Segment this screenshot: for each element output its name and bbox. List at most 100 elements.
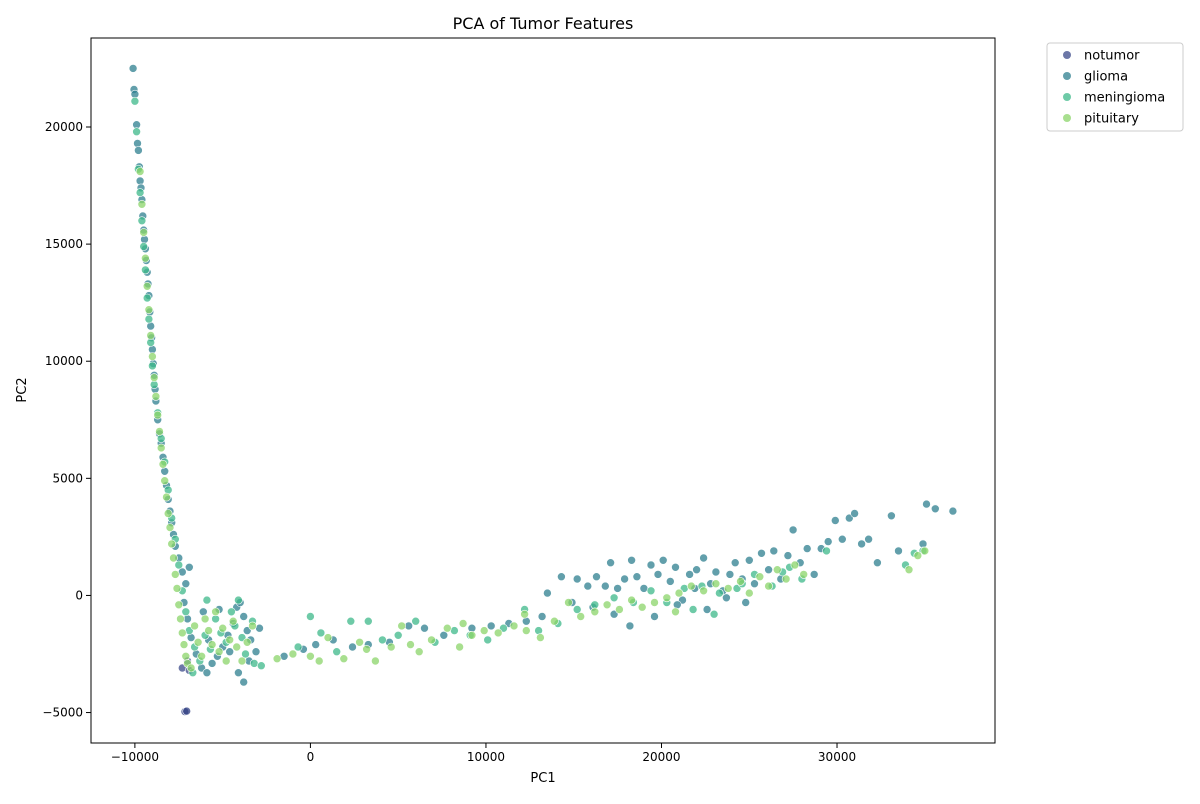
- x-tick-label: 30000: [818, 750, 856, 764]
- plot-frame: [90, 37, 996, 744]
- data-point: [225, 647, 234, 657]
- data-point: [722, 593, 731, 603]
- data-point: [165, 523, 175, 532]
- legend-marker: [1063, 51, 1071, 59]
- data-point: [486, 621, 496, 631]
- data-point: [922, 499, 931, 509]
- data-point: [144, 314, 154, 324]
- data-point: [723, 584, 733, 593]
- data-point: [378, 635, 387, 645]
- data-point: [615, 605, 624, 614]
- data-point: [167, 539, 176, 549]
- plot-area: [128, 64, 958, 716]
- data-point: [362, 644, 371, 654]
- data-point: [200, 614, 210, 624]
- data-point: [550, 616, 559, 626]
- data-point: [699, 553, 708, 563]
- data-point: [602, 600, 612, 610]
- data-point: [306, 651, 315, 661]
- data-point: [144, 305, 154, 315]
- data-point: [151, 392, 161, 401]
- data-point: [781, 574, 791, 584]
- data-point: [135, 188, 145, 197]
- data-point: [239, 612, 248, 621]
- data-point: [750, 579, 759, 589]
- data-point: [665, 577, 675, 586]
- data-point: [211, 614, 220, 624]
- data-point: [864, 534, 873, 544]
- data-point: [442, 623, 452, 633]
- data-point: [207, 659, 217, 668]
- data-point: [606, 558, 615, 568]
- data-point: [620, 574, 629, 584]
- data-point: [802, 544, 812, 553]
- data-point: [153, 410, 162, 420]
- legend-label: notumor: [1084, 49, 1140, 64]
- data-point: [172, 584, 182, 593]
- data-point: [930, 504, 940, 514]
- data-point: [450, 626, 459, 635]
- data-point: [904, 565, 914, 575]
- data-point: [521, 616, 531, 626]
- data-point: [371, 656, 380, 666]
- legend-label: glioma: [1084, 70, 1128, 85]
- data-point: [709, 609, 719, 619]
- data-point: [627, 555, 636, 565]
- legend-box: [1046, 42, 1184, 132]
- x-axis-label: PC1: [530, 771, 555, 786]
- x-axis-ticks: −10000 0 10000 20000 30000: [111, 743, 856, 764]
- data-point: [178, 628, 187, 638]
- data-point: [736, 577, 745, 586]
- data-point: [788, 525, 798, 535]
- data-point: [227, 607, 236, 617]
- data-point: [483, 635, 493, 645]
- data-point: [572, 574, 582, 584]
- data-point: [686, 581, 696, 591]
- legend-marker: [1063, 93, 1071, 101]
- data-point: [920, 546, 930, 556]
- data-point: [711, 579, 721, 589]
- data-point: [363, 616, 373, 626]
- data-point: [637, 602, 647, 612]
- data-point: [894, 546, 903, 556]
- data-point: [479, 626, 489, 635]
- data-point: [218, 623, 227, 633]
- data-point: [181, 579, 191, 589]
- data-point: [146, 321, 155, 331]
- data-point: [755, 572, 765, 582]
- data-point: [160, 476, 169, 486]
- data-point: [764, 565, 773, 575]
- data-point: [783, 551, 793, 560]
- data-point: [809, 570, 819, 579]
- data-point: [543, 588, 552, 598]
- data-point: [715, 588, 724, 598]
- legend-label: pituitary: [1084, 112, 1139, 127]
- data-point: [744, 588, 754, 598]
- data-point: [272, 654, 282, 664]
- data-point: [414, 647, 424, 657]
- data-point: [948, 506, 958, 516]
- data-point: [139, 228, 148, 237]
- data-point: [672, 600, 682, 610]
- data-point: [186, 663, 196, 673]
- data-point: [613, 584, 622, 593]
- data-point: [764, 581, 773, 591]
- data-point: [837, 534, 847, 544]
- y-tick-label: 20000: [45, 120, 83, 134]
- y-tick-label: 10000: [45, 354, 83, 368]
- data-point: [590, 607, 600, 617]
- data-point: [306, 612, 315, 621]
- data-point: [134, 146, 143, 155]
- data-point: [130, 96, 140, 106]
- y-axis-ticks: −5000 0 5000 10000 15000 20000: [42, 120, 91, 720]
- data-point: [197, 651, 206, 661]
- data-point: [592, 572, 601, 582]
- data-point: [564, 598, 573, 607]
- data-point: [521, 626, 531, 635]
- data-point: [179, 640, 189, 649]
- data-point: [583, 581, 593, 591]
- legend-marker: [1063, 72, 1071, 80]
- data-point: [248, 621, 257, 631]
- y-tick-label: 5000: [52, 471, 83, 485]
